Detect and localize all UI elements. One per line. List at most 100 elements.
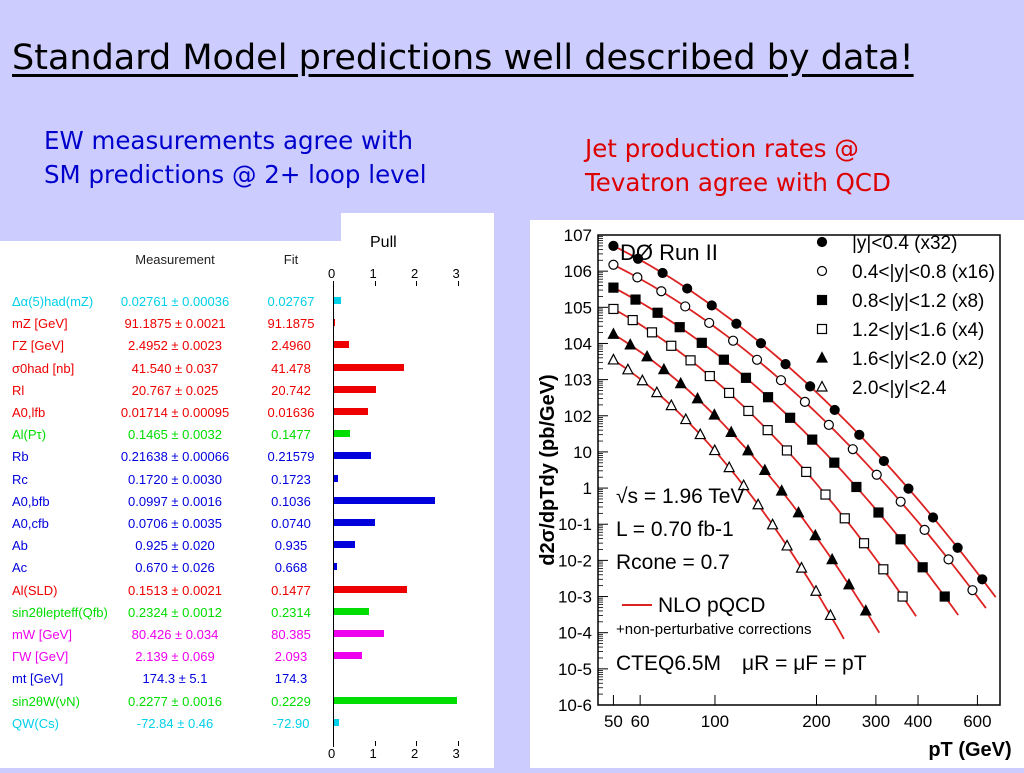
pull-bar [334,652,362,660]
data-point [809,528,822,541]
measurement-value: 2.4952 ± 0.0023 [128,338,222,354]
parameter-name: Rb [12,449,29,465]
data-point [829,404,840,416]
x-tick-label: 200 [802,712,830,731]
data-point [740,372,752,383]
parameter-name: Ac [12,560,28,576]
pull-bar [334,319,335,327]
data-point [873,507,884,518]
measurement-value: 0.0997 ± 0.0016 [128,493,222,509]
x-tick-label: 50 [604,712,623,731]
measurement-value: 20.767 ± 0.025 [131,382,219,398]
data-point [641,349,654,362]
fit-value: 0.668 [274,560,308,576]
pull-tick-mark-bottom [374,741,376,746]
pull-tick-mark-bottom [333,741,334,746]
data-point [919,524,930,535]
data-point [775,484,788,496]
measurement-value: -72.84 ± 0.46 [136,715,214,731]
data-point [847,444,858,455]
measurement-value: 0.1720 ± 0.0030 [128,471,222,487]
pull-axis-top-tick: 3 [452,266,460,281]
legend-marker [816,265,828,277]
data-point [801,466,812,478]
jet-cross-section-chart: 10-6 10-5 10-4 10-3 10-2 10-1 1 10 102 103 104 105 1… [530,220,1024,768]
y-tick-label: 10-1 [558,515,592,534]
parameter-name: sin2θlepteff(Qfb) [12,604,108,620]
y-tick-label: 10-3 [558,588,592,607]
legend-marker [816,351,828,363]
data-point [851,481,862,493]
parameter-name: mW [GeV] [12,627,72,642]
sqrt-s-annotation: √s = 1.96 TeV [616,485,744,508]
data-point [755,338,767,349]
y-tick-label: 104 [564,334,592,353]
data-point [608,282,619,293]
plot-frame [597,234,1001,706]
data-point [895,534,906,545]
parameter-name: mt [GeV] [12,671,64,687]
data-point [646,327,658,338]
parameter-name: QW(Cs) [12,715,59,731]
luminosity-annotation: L = 0.70 fb-1 [616,518,734,541]
data-point [842,577,855,590]
data-point [665,398,678,411]
fit-value: 0.935 [274,538,308,554]
pull-tick-mark-top [374,281,376,286]
data-point [682,283,693,294]
scale-annotation: μR = μF = pT [742,652,867,675]
pull-bar [334,696,458,704]
x-tick-label: 100 [701,712,729,731]
data-point [799,396,811,407]
parameter-name: A0,bfb [12,493,50,509]
fit-value: -72.90 [272,715,310,731]
measurement-value: 0.0706 ± 0.0035 [128,516,222,531]
legend-entry: |y|<0.4 (x32) [852,233,957,254]
pull-axis-bottom-tick: 2 [411,746,419,761]
data-point [607,327,620,339]
fit-value: 0.02767 [267,294,315,309]
data-point [824,608,837,621]
data-point [780,359,791,370]
pull-tick-mark-bottom [457,741,459,746]
parameter-name: ΓW [GeV] [12,649,69,665]
data-point [679,412,692,425]
data-point [627,314,638,326]
experiment-label: DØ Run II [620,240,718,265]
data-point [632,253,644,264]
parameter-name: Al(SLD) [12,582,58,598]
measurement-value: 0.02761 ± 0.00036 [120,294,230,309]
data-point [742,444,755,456]
measurement-value: 0.670 ± 0.026 [135,560,215,576]
data-point [652,307,663,318]
measurement-value: 41.540 ± 0.037 [131,360,219,376]
data-point [723,460,736,473]
data-point [752,497,765,510]
data-point [636,373,649,386]
parameter-name: A0,cfb [12,516,49,531]
qcd-subtitle: Jet production rates @ Tevatron agree wi… [585,132,891,200]
data-point [939,591,950,602]
measurement-value: 80.426 ± 0.034 [131,627,219,642]
pull-panel-notch [0,213,341,241]
data-point [807,434,818,445]
measurement-column-header: Measurement [135,252,215,267]
fit-value: 0.2229 [271,693,311,709]
data-point [680,301,691,312]
data-point [826,552,839,565]
data-point [859,604,872,616]
measurement-value: 0.21638 ± 0.00066 [120,449,230,465]
pull-tick-mark-top [333,281,334,286]
y-tick-label: 10-6 [558,696,592,715]
measurement-value: 0.1513 ± 0.0021 [128,582,222,598]
fit-value: 2.4960 [271,338,311,354]
data-point [762,425,773,436]
pull-bar [334,718,339,726]
data-point [781,445,793,456]
data-point [708,408,721,420]
measurement-value: 0.2324 ± 0.0012 [128,604,222,620]
data-point [706,300,717,311]
fit-value: 0.1723 [271,471,311,487]
data-point [704,370,715,382]
jet-plot-svg: 10-6 10-5 10-4 10-3 10-2 10-1 1 10 102 103 104 105 1… [537,226,1012,761]
